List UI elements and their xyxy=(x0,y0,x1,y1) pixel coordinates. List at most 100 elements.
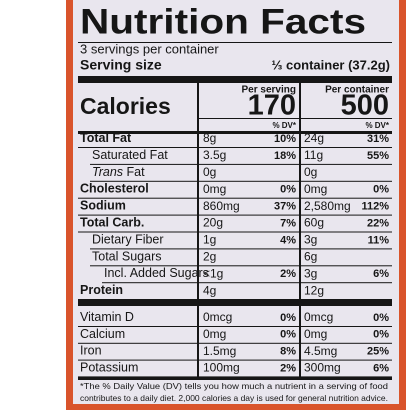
dv-header: % DV* xyxy=(272,121,296,130)
amount: 0g xyxy=(304,165,317,179)
thick-rule xyxy=(78,299,392,306)
nutrient-name-text: Sodium xyxy=(80,199,126,213)
row-rule xyxy=(90,180,392,182)
amount: 6g xyxy=(304,249,317,263)
nutrient-name: Dietary Fiber xyxy=(92,233,164,247)
daily-value: 2% xyxy=(280,268,296,280)
row-rule xyxy=(90,163,392,165)
nutrient-name: Trans Fat xyxy=(92,165,145,179)
thick-rule xyxy=(78,76,392,83)
amount: 860mg xyxy=(203,199,240,213)
amount: 11g xyxy=(304,148,323,162)
amount: 12g xyxy=(304,283,324,297)
nutrient-name-text: Cholesterol xyxy=(80,182,149,196)
daily-value: 2% xyxy=(280,362,296,374)
nutrient-name: Sodium xyxy=(80,199,126,213)
row-rule xyxy=(78,231,392,233)
row-rule xyxy=(90,265,392,267)
row-rule xyxy=(102,282,392,284)
amount: 1.5mg xyxy=(203,344,236,358)
daily-value: 6% xyxy=(373,268,389,280)
nutrient-name-italic: Trans xyxy=(92,165,123,179)
amount: 0mcg xyxy=(304,310,333,324)
amount: 3.5g xyxy=(203,148,226,162)
nutrient-name: Total Fat xyxy=(80,131,132,145)
nutrient-name-text: Iron xyxy=(80,344,102,358)
amount: 20g xyxy=(203,216,223,230)
row-rule xyxy=(78,326,392,327)
nutrient-name-text: Fat xyxy=(127,165,146,179)
daily-value: 22% xyxy=(367,217,389,229)
row-rule xyxy=(90,248,392,250)
amount: 8g xyxy=(203,131,216,145)
amount: 0mg xyxy=(203,182,226,196)
column-calories: 170 xyxy=(248,90,296,122)
daily-value: 10% xyxy=(274,133,296,145)
nutrient-name-text: Calcium xyxy=(80,327,125,341)
amount: 100mg xyxy=(203,361,240,375)
amount: 24g xyxy=(304,131,324,145)
daily-value: 11% xyxy=(368,234,390,246)
daily-value: 25% xyxy=(367,346,389,358)
nutrient-name-text: Protein xyxy=(80,283,123,297)
dv-header: % DV* xyxy=(365,121,389,130)
nutrient-name-text: Vitamin D xyxy=(80,310,134,324)
column-divider xyxy=(197,83,199,377)
amount: 60g xyxy=(304,216,324,230)
row-rule xyxy=(78,299,392,301)
row-rule xyxy=(78,376,392,378)
medium-rule xyxy=(78,131,392,134)
amount: 1g xyxy=(203,233,216,247)
amount: 0mg xyxy=(304,182,327,196)
amount: 2,580mg xyxy=(304,199,351,213)
daily-value: 7% xyxy=(280,217,296,229)
daily-value: 0% xyxy=(373,184,389,196)
column-divider xyxy=(299,83,301,377)
nutrient-name: Iron xyxy=(80,344,102,358)
daily-value: 6% xyxy=(373,362,389,374)
nutrient-name: Cholesterol xyxy=(80,182,149,196)
daily-value: 8% xyxy=(280,346,296,358)
amount: 3g xyxy=(304,266,317,280)
daily-value: 4% xyxy=(280,234,296,246)
amount: 300mg xyxy=(304,361,341,375)
amount: 0mg xyxy=(203,327,226,341)
amount: 0mg xyxy=(304,327,327,341)
daily-value: 0% xyxy=(373,329,389,341)
nutrient-name: Total Carb. xyxy=(80,216,144,230)
nutrient-name-text: Saturated Fat xyxy=(92,148,168,162)
amount: 0g xyxy=(203,165,216,179)
nutrient-name: Saturated Fat xyxy=(92,148,168,162)
row-rule xyxy=(78,342,392,344)
nutrient-name: Potassium xyxy=(80,361,138,375)
daily-value: 0% xyxy=(280,184,296,196)
daily-value: 112% xyxy=(361,201,389,213)
calories-label: Calories xyxy=(80,93,171,119)
medium-rule xyxy=(78,377,392,380)
amount: 4.5mg xyxy=(304,344,337,358)
daily-value: 37% xyxy=(274,201,296,213)
nutrient-name: Incl. Added Sugars xyxy=(104,266,209,280)
column-header: Per container xyxy=(325,85,389,96)
footnote: *The % Daily Value (DV) tells you how mu… xyxy=(80,381,388,391)
row-rule xyxy=(78,214,392,216)
label-panel xyxy=(73,0,399,404)
rule xyxy=(78,42,392,43)
nutrient-name-text: Total Fat xyxy=(80,131,132,145)
nutrient-name-text: Incl. Added Sugars xyxy=(104,266,209,280)
amount: 3g xyxy=(304,233,317,247)
row-rule xyxy=(78,359,392,361)
daily-value: 0% xyxy=(373,312,389,324)
serving-size: ⅓ container (37.2g) xyxy=(272,57,390,72)
nutrient-name: Total Sugars xyxy=(92,250,161,264)
amount: 2g xyxy=(203,249,216,263)
daily-value: 31% xyxy=(367,133,389,145)
amount: 0mcg xyxy=(203,310,232,324)
amount: 4g xyxy=(203,283,216,297)
daily-value: 55% xyxy=(367,150,389,162)
servings: 3 servings per container xyxy=(80,41,219,56)
nutrient-name-text: Potassium xyxy=(80,361,138,375)
daily-value: 0% xyxy=(280,312,296,324)
nutrient-name: Calcium xyxy=(80,327,125,341)
